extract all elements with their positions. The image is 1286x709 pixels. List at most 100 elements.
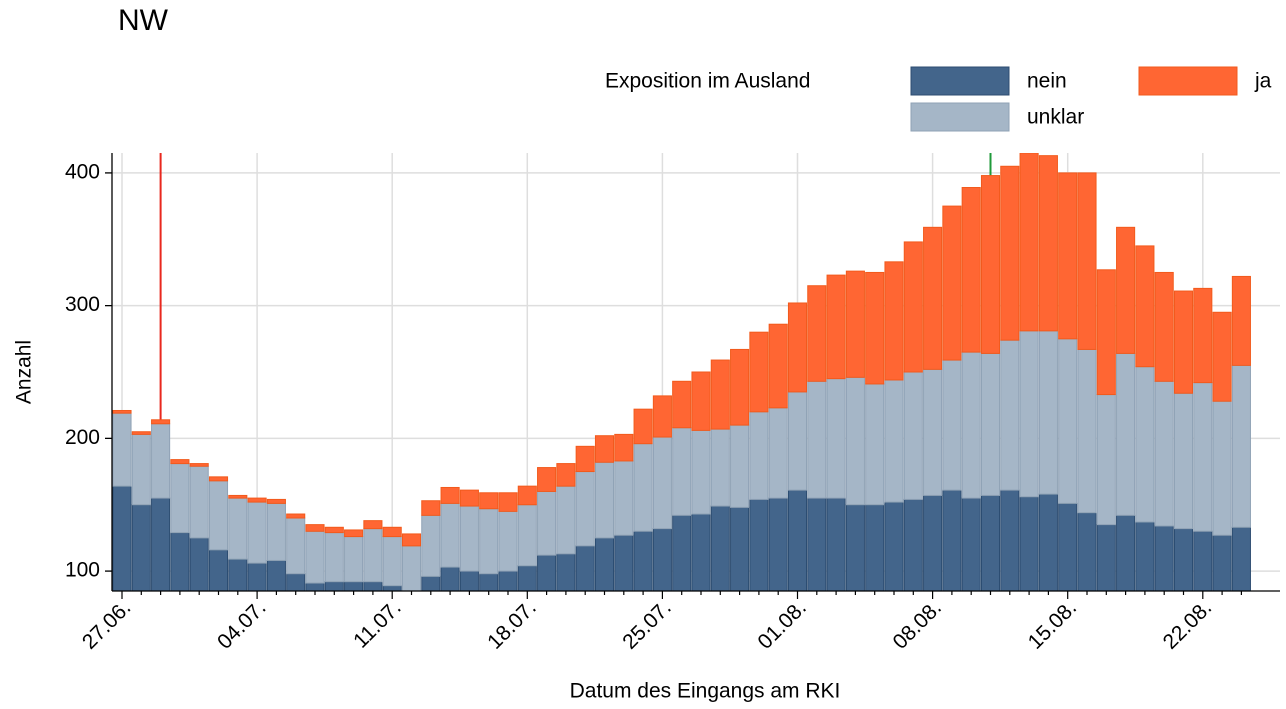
bar-segment (730, 506, 750, 591)
bar-segment (131, 433, 151, 506)
bar-segment (768, 497, 788, 591)
bar-segment (807, 497, 827, 591)
bar-segment (787, 302, 808, 393)
bar-segment (131, 504, 151, 591)
bar-segment (903, 371, 923, 500)
bar-segment (1173, 290, 1194, 394)
bar-segment (131, 431, 151, 435)
y-tick-label: 300 (65, 293, 100, 316)
bar-segment (1096, 524, 1116, 591)
bar-segment (498, 510, 518, 572)
bar-segment (556, 485, 576, 555)
bar-segment (151, 419, 171, 425)
bar-segment (768, 323, 788, 409)
bar-segment (266, 498, 286, 504)
bar-segment (112, 412, 132, 487)
bar-segment (266, 559, 286, 591)
bar-segment (1135, 366, 1155, 523)
bar-segment (865, 383, 885, 506)
bar-segment (440, 566, 460, 591)
bar-segment (594, 461, 615, 539)
bar-segment (363, 528, 383, 583)
bar-segment (594, 435, 615, 463)
bar-segment (826, 274, 846, 380)
y-tick-label: 100 (65, 559, 100, 582)
bar-segment (537, 490, 557, 556)
bar-segment (1058, 338, 1078, 504)
bar-segment (1231, 275, 1251, 366)
bar-segment (421, 575, 441, 591)
bar-segment (305, 524, 325, 532)
bar-segment (961, 351, 981, 499)
y-axis-label: Anzahl (13, 340, 36, 404)
bar-segment (903, 498, 923, 591)
bar-segment (980, 352, 1001, 496)
bar-segment (344, 529, 364, 538)
bar-segment (942, 489, 962, 591)
bar-segment (247, 501, 267, 564)
bar-segment (401, 533, 422, 547)
bar-segment (826, 378, 846, 499)
bar-segment (459, 489, 479, 507)
bar-segment (1154, 271, 1174, 382)
bar-segment (1154, 525, 1174, 591)
bar-segment (440, 502, 460, 568)
y-tick-label: 200 (65, 426, 100, 449)
bar-segment (1019, 330, 1039, 498)
bar-segment (1135, 245, 1155, 368)
legend-label: ja (1254, 70, 1272, 93)
bar-segment (1019, 153, 1039, 332)
x-tick-label: 18.07. (483, 596, 541, 654)
bar-segment (247, 562, 267, 591)
bar-segment (1193, 382, 1213, 532)
bar-segment (228, 494, 248, 499)
bar-segment (884, 501, 904, 591)
bar-segment (884, 261, 904, 381)
bar-segment (633, 408, 653, 445)
x-tick-label: 08.08. (889, 596, 947, 654)
bar-segment (1019, 496, 1039, 591)
plot-area (112, 153, 1251, 703)
bar-segment (1000, 165, 1020, 341)
bar-segment (614, 534, 634, 591)
bar-segment (672, 514, 692, 591)
bar-segment (1116, 514, 1136, 591)
bar-segment (1212, 400, 1232, 536)
legend-title: Exposition im Ausland (605, 70, 810, 93)
bar-segment (479, 492, 499, 510)
bar-segment (402, 592, 420, 703)
bar-segment (1154, 380, 1174, 527)
bar-segment (942, 359, 962, 491)
bar-segment (537, 554, 557, 591)
bar-segment (363, 520, 383, 530)
x-tick-label: 15.08. (1024, 596, 1082, 654)
x-tick-label: 01.08. (753, 596, 811, 654)
x-tick-label: 27.06. (78, 596, 136, 654)
bar-segment (942, 205, 962, 361)
bar-segment (961, 187, 981, 353)
bar-segment (421, 500, 441, 516)
bar-segment (228, 497, 248, 560)
bar-segment (189, 465, 209, 539)
bar-segment (170, 459, 190, 465)
bar-segment (382, 536, 402, 587)
bar-segment (652, 395, 672, 438)
bar-segment (1077, 512, 1097, 591)
bar-segment (1116, 352, 1136, 516)
bar-segment (1212, 534, 1232, 591)
bar-segment (826, 497, 846, 591)
legend-swatch (1138, 66, 1238, 96)
bar-segment (961, 497, 981, 591)
bar-segment (807, 285, 827, 382)
bar-segment (1173, 392, 1194, 530)
bar-segment (324, 532, 344, 583)
bar-segment (1193, 287, 1213, 384)
bar-segment (286, 517, 306, 575)
bar-segment (1135, 521, 1155, 591)
bar-segment (710, 505, 730, 591)
bar-segment (865, 504, 885, 591)
bar-segment (208, 476, 229, 482)
bar-segment (710, 359, 730, 430)
bar-segment (865, 271, 885, 385)
